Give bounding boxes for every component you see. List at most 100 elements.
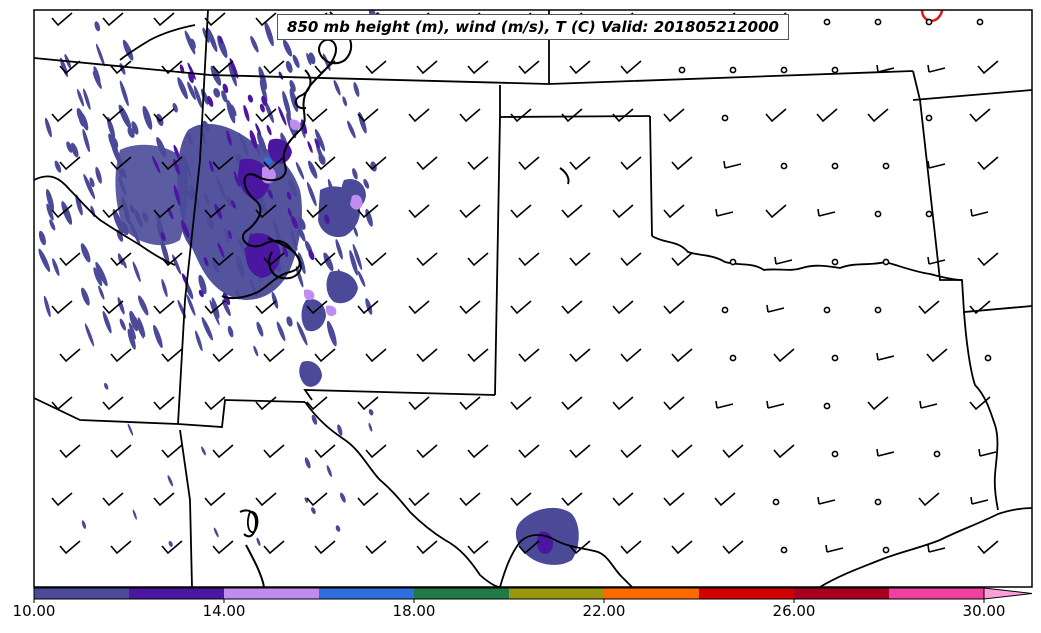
calm-wind-circle xyxy=(823,306,831,314)
calm-wind-circle xyxy=(831,66,839,74)
wind-barb xyxy=(722,444,744,459)
temperature-streak xyxy=(300,122,306,139)
temperature-streak xyxy=(267,189,273,199)
temperature-streak xyxy=(326,465,332,477)
wind-barb xyxy=(876,64,895,73)
wind-barb xyxy=(263,444,285,459)
wind-barb xyxy=(314,156,336,171)
wind-barb xyxy=(977,252,999,267)
temperature-streak xyxy=(315,143,325,164)
wind-barb xyxy=(569,540,591,555)
temperature-streak xyxy=(222,292,231,305)
wind-barb xyxy=(773,348,795,363)
map-border xyxy=(33,9,1033,588)
temperature-streak xyxy=(259,103,265,113)
wind-barb xyxy=(561,204,583,219)
wind-barb xyxy=(357,396,379,411)
temperature-streak xyxy=(209,160,214,173)
temperature-streak xyxy=(304,457,311,469)
wind-barb xyxy=(161,540,183,555)
wind-barb xyxy=(671,348,693,363)
wind-barb xyxy=(620,252,642,267)
calm-wind-circle xyxy=(933,450,941,458)
wind-barb xyxy=(51,492,73,507)
wind-barb xyxy=(408,204,430,219)
wind-barb xyxy=(263,252,285,267)
wind-barb xyxy=(671,252,693,267)
temperature-streak xyxy=(368,409,374,416)
temperature-streak xyxy=(52,258,60,276)
wind-barb xyxy=(620,444,642,459)
wind-barb xyxy=(263,540,285,555)
calm-wind-circle xyxy=(882,162,890,170)
temperature-streak xyxy=(129,310,139,332)
temperature-streak xyxy=(61,201,73,225)
temperature-streak xyxy=(289,80,296,92)
temperature-streak xyxy=(112,209,124,234)
temperature-streak xyxy=(167,207,174,220)
shade-blue-spot xyxy=(264,157,272,165)
temperature-streak xyxy=(243,105,250,122)
wind-barb xyxy=(970,496,989,505)
temperature-streak xyxy=(95,166,102,184)
temperature-streak xyxy=(282,90,291,118)
wind-barb xyxy=(467,60,489,75)
wind-barb xyxy=(416,252,438,267)
temperature-streak xyxy=(285,60,293,73)
temperature-streak xyxy=(276,321,286,342)
wind-barb xyxy=(365,444,387,459)
wind-barb xyxy=(467,540,489,555)
boundary-oklahoma-east xyxy=(649,115,653,237)
wind-barb xyxy=(255,108,277,123)
wind-barb xyxy=(306,108,328,123)
wind-barb xyxy=(817,496,836,505)
calm-wind-circle xyxy=(729,66,737,74)
wind-barb xyxy=(102,300,124,315)
wind-barb xyxy=(467,252,489,267)
boundary-panhandle-west xyxy=(494,116,501,396)
temperature-streak xyxy=(38,230,46,246)
wind-barb xyxy=(153,396,175,411)
calm-wind-circle xyxy=(831,354,839,362)
temperature-streak xyxy=(306,181,317,207)
temperature-streak xyxy=(193,85,203,109)
wind-barb xyxy=(918,300,940,315)
colorbar-swatch xyxy=(889,588,985,599)
temperature-streak xyxy=(211,297,220,319)
temperature-streak xyxy=(76,88,85,107)
wind-barb xyxy=(153,300,175,315)
temperature-streak xyxy=(81,287,90,306)
wind-barb xyxy=(51,300,73,315)
wind-barb xyxy=(773,444,795,459)
temperature-streak xyxy=(291,216,298,229)
wind-barb xyxy=(927,64,946,73)
temperature-streak xyxy=(304,497,309,503)
temperature-streak xyxy=(259,79,268,103)
wind-barb xyxy=(876,448,895,457)
height-contours xyxy=(221,11,570,587)
temperature-streak xyxy=(201,317,214,341)
wind-barb xyxy=(977,60,999,75)
boundary-nm-texas-south xyxy=(303,389,496,401)
temperature-streak xyxy=(181,220,190,238)
temperature-streak xyxy=(213,87,221,98)
colorbar-swatch xyxy=(129,588,225,599)
wind-barb xyxy=(927,256,946,265)
calm-wind-circle xyxy=(925,18,933,26)
temperature-streak xyxy=(98,285,105,300)
temperature-contour xyxy=(920,10,944,22)
wind-barb xyxy=(612,492,634,507)
temperature-streak xyxy=(247,94,254,103)
wind-barb xyxy=(365,252,387,267)
wind-barb xyxy=(561,396,583,411)
calm-wind-circle xyxy=(729,258,737,266)
temperature-streak xyxy=(230,200,236,209)
wind-barb xyxy=(518,60,540,75)
wind-barb xyxy=(927,544,946,553)
temperature-streak xyxy=(226,130,232,146)
temperature-streak xyxy=(363,178,370,189)
calm-wind-circle xyxy=(678,66,686,74)
temperature-streak xyxy=(296,321,308,346)
wind-barb xyxy=(110,444,132,459)
temperature-streak xyxy=(38,248,51,272)
